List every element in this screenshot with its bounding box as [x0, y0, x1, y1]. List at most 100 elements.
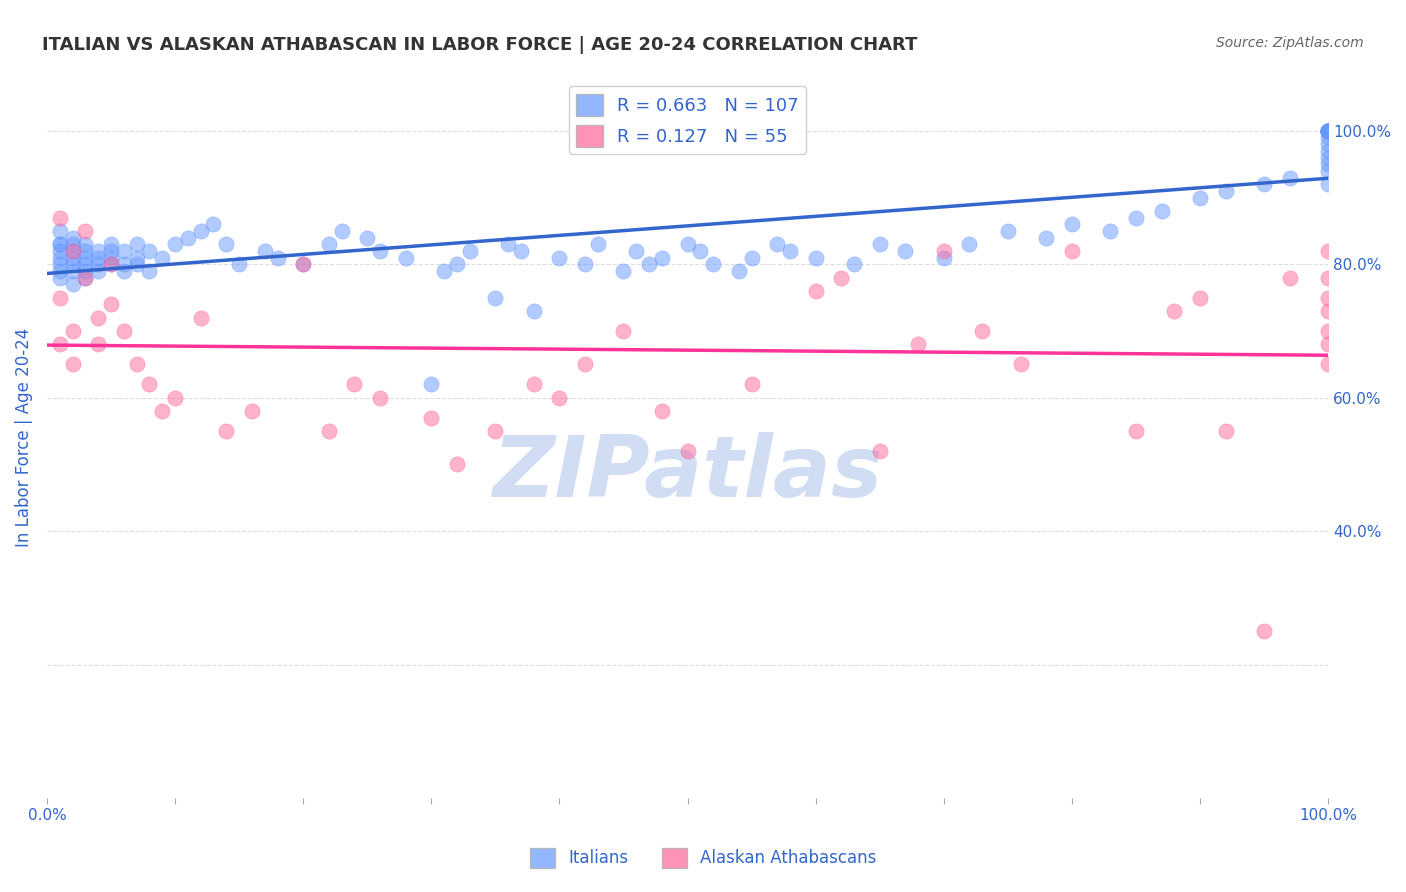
Point [779, 244, 801, 258]
Point [1125, 211, 1147, 225]
Point [446, 257, 468, 271]
Legend: R = 0.663   N = 107, R = 0.127   N = 55: R = 0.663 N = 107, R = 0.127 N = 55 [568, 87, 806, 154]
Point [75, 224, 97, 238]
Point [1317, 130, 1340, 145]
Point [741, 377, 763, 392]
Point [1317, 124, 1340, 138]
Text: ZIPatlas: ZIPatlas [492, 433, 883, 516]
Point [1060, 244, 1083, 258]
Point [1317, 337, 1340, 351]
Point [689, 244, 711, 258]
Point [804, 284, 827, 298]
Point [972, 324, 994, 338]
Point [1163, 304, 1185, 318]
Point [1317, 178, 1340, 192]
Point [612, 324, 634, 338]
Point [1317, 124, 1340, 138]
Point [87, 257, 110, 271]
Point [702, 257, 724, 271]
Point [1317, 124, 1340, 138]
Point [112, 244, 135, 258]
Point [112, 264, 135, 278]
Point [1317, 124, 1340, 138]
Point [138, 244, 160, 258]
Point [446, 458, 468, 472]
Point [150, 404, 173, 418]
Point [228, 257, 250, 271]
Point [420, 410, 443, 425]
Point [343, 377, 366, 392]
Point [869, 237, 891, 252]
Point [87, 264, 110, 278]
Point [75, 270, 97, 285]
Point [651, 404, 673, 418]
Point [1253, 178, 1275, 192]
Point [1125, 424, 1147, 438]
Point [62, 244, 84, 258]
Point [240, 404, 263, 418]
Point [292, 257, 315, 271]
Point [163, 237, 186, 252]
Point [510, 244, 533, 258]
Point [1188, 291, 1211, 305]
Point [100, 297, 122, 311]
Point [75, 244, 97, 258]
Point [1317, 157, 1340, 171]
Point [125, 357, 148, 371]
Point [100, 251, 122, 265]
Point [1317, 137, 1340, 152]
Point [125, 257, 148, 271]
Point [1150, 203, 1173, 218]
Point [100, 237, 122, 252]
Point [163, 391, 186, 405]
Point [48, 264, 70, 278]
Point [1317, 151, 1340, 165]
Text: ITALIAN VS ALASKAN ATHABASCAN IN LABOR FORCE | AGE 20-24 CORRELATION CHART: ITALIAN VS ALASKAN ATHABASCAN IN LABOR F… [42, 36, 918, 54]
Point [484, 424, 506, 438]
Point [125, 237, 148, 252]
Point [869, 444, 891, 458]
Point [766, 237, 789, 252]
Point [266, 251, 288, 265]
Point [48, 244, 70, 258]
Point [62, 257, 84, 271]
Point [842, 257, 865, 271]
Point [484, 291, 506, 305]
Point [48, 337, 70, 351]
Point [330, 224, 353, 238]
Point [48, 224, 70, 238]
Point [190, 310, 212, 325]
Point [1317, 124, 1340, 138]
Point [356, 230, 378, 244]
Point [368, 244, 391, 258]
Point [586, 237, 609, 252]
Point [75, 257, 97, 271]
Point [1010, 357, 1032, 371]
Point [1317, 304, 1340, 318]
Point [1188, 190, 1211, 204]
Point [395, 251, 418, 265]
Point [1099, 224, 1122, 238]
Point [48, 257, 70, 271]
Point [48, 251, 70, 265]
Legend: Italians, Alaskan Athabascans: Italians, Alaskan Athabascans [523, 841, 883, 875]
Point [215, 424, 238, 438]
Point [1278, 270, 1301, 285]
Point [548, 391, 571, 405]
Point [894, 244, 917, 258]
Point [112, 324, 135, 338]
Point [651, 251, 673, 265]
Point [1317, 357, 1340, 371]
Point [48, 291, 70, 305]
Point [574, 257, 596, 271]
Point [292, 257, 315, 271]
Point [87, 310, 110, 325]
Point [62, 230, 84, 244]
Point [62, 244, 84, 258]
Point [1317, 164, 1340, 178]
Point [523, 377, 546, 392]
Point [150, 251, 173, 265]
Point [548, 251, 571, 265]
Point [1035, 230, 1057, 244]
Point [1317, 144, 1340, 158]
